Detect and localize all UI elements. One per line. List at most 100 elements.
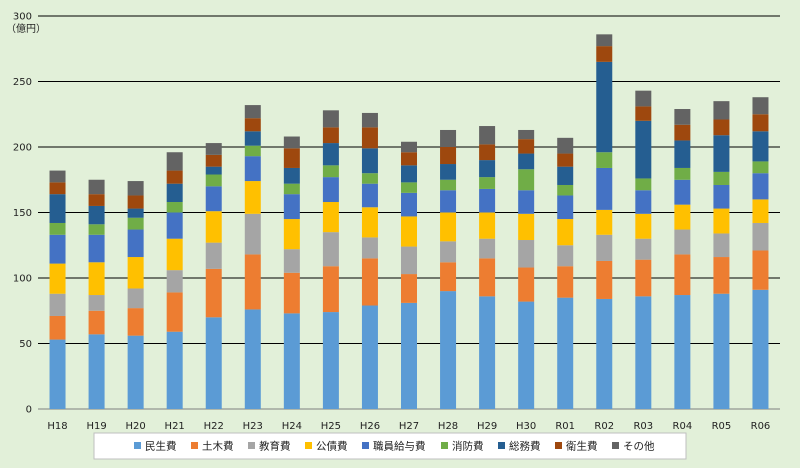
- bar-segment-H29-2: [479, 238, 496, 259]
- bar-segment-H20-5: [127, 217, 144, 230]
- x-tick-label: R03: [633, 421, 653, 432]
- bar-segment-H29-4: [479, 188, 496, 213]
- bar-segment-H19-5: [88, 224, 105, 235]
- bar-segment-H24-8: [283, 136, 300, 149]
- bar-segment-H22-5: [205, 174, 222, 187]
- bar-segment-H26-3: [361, 207, 378, 238]
- bar-segment-R05-2: [713, 233, 730, 258]
- x-tick-label: R04: [673, 421, 693, 432]
- legend-label: 衛生費: [566, 440, 598, 453]
- legend-swatch: [441, 442, 448, 449]
- bar-segment-H27-6: [401, 165, 417, 183]
- bar-segment-R04-3: [674, 204, 691, 230]
- x-tick-label: H21: [165, 421, 185, 432]
- x-tick-label: R06: [751, 421, 771, 432]
- bar-segment-H24-4: [283, 194, 300, 220]
- bar-segment-H30-6: [518, 153, 535, 170]
- bar-segment-H25-5: [322, 165, 339, 178]
- bar-segment-H22-2: [205, 242, 222, 269]
- bar-segment-R02-3: [596, 209, 613, 235]
- bar-segment-R01-0: [557, 297, 574, 409]
- bar-segment-H20-4: [127, 229, 144, 258]
- bar-segment-R01-8: [557, 137, 574, 154]
- bar-segment-H22-8: [205, 143, 222, 155]
- x-tick-label: H26: [360, 421, 380, 432]
- bar-segment-H21-1: [166, 292, 183, 332]
- bar-segment-R06-1: [752, 250, 769, 290]
- bar-segment-H23-3: [244, 181, 261, 214]
- legend-label: 土木費: [202, 440, 234, 453]
- bar-segment-R02-0: [596, 298, 613, 409]
- bar-segment-H25-2: [322, 232, 339, 267]
- bar-segment-R04-7: [674, 124, 691, 141]
- bar-segment-H19-4: [88, 234, 105, 263]
- x-tick-label: R02: [594, 421, 614, 432]
- bar-segment-H20-7: [127, 195, 144, 209]
- x-tick-label: H19: [86, 421, 106, 432]
- bar-segment-R04-2: [674, 229, 691, 255]
- legend-swatch: [248, 442, 255, 449]
- legend-swatch: [191, 442, 198, 449]
- x-tick-label: H29: [477, 421, 497, 432]
- bar-segment-H25-6: [322, 143, 339, 166]
- y-tick-label: 200: [13, 143, 32, 154]
- bar-segment-H24-1: [283, 272, 300, 314]
- bar-segment-H18-5: [49, 222, 66, 235]
- bar-segment-R04-5: [674, 167, 691, 180]
- bar-segment-R03-7: [635, 106, 652, 121]
- bar-segment-R04-1: [674, 254, 691, 296]
- bar-segment-H23-2: [244, 213, 261, 255]
- bar-segment-H30-4: [518, 190, 535, 214]
- bar-segment-H19-7: [88, 194, 105, 206]
- bar-segment-H22-6: [205, 166, 222, 175]
- bar-segment-H18-7: [49, 182, 66, 195]
- bar-segment-H19-0: [88, 334, 105, 409]
- bar-segment-H18-1: [49, 315, 66, 340]
- bar-segment-H23-8: [244, 105, 261, 119]
- bar-segment-R06-4: [752, 173, 769, 200]
- y-tick-label: 0: [26, 405, 32, 416]
- legend-label: 消防費: [452, 440, 484, 453]
- bar-segment-H21-2: [166, 270, 183, 293]
- bar-segment-R03-2: [635, 238, 652, 260]
- bar-segment-H18-2: [49, 293, 66, 316]
- x-tick-label: H22: [204, 421, 224, 432]
- legend-label: 公債費: [316, 440, 348, 453]
- bar-segment-H30-5: [518, 169, 535, 191]
- bar-segment-R01-5: [557, 184, 574, 196]
- bar-segment-R02-2: [596, 234, 613, 261]
- bar-segment-R02-1: [596, 260, 613, 299]
- y-tick-label: 150: [13, 208, 32, 219]
- bar-segment-H24-7: [283, 148, 300, 168]
- bar-segment-H19-2: [88, 295, 105, 311]
- legend-label: 総務費: [509, 440, 541, 453]
- bar-segment-H30-1: [518, 267, 535, 302]
- bar-segment-R04-8: [674, 109, 691, 125]
- legend-label: 民生費: [145, 440, 177, 453]
- bar-segment-R04-0: [674, 295, 691, 409]
- bar-segment-R06-6: [752, 131, 769, 162]
- bar-segment-R03-0: [635, 296, 652, 409]
- bar-segment-H30-2: [518, 240, 535, 268]
- bar-segment-H26-5: [361, 173, 378, 184]
- bar-segment-H19-6: [88, 205, 105, 225]
- bar-segment-H28-2: [440, 241, 457, 263]
- bar-segment-R03-8: [635, 90, 652, 107]
- bar-segment-H21-7: [166, 170, 183, 184]
- legend-swatch: [498, 442, 505, 449]
- bar-segment-H25-3: [322, 202, 339, 233]
- bar-segment-H22-4: [205, 186, 222, 212]
- bar-segment-H18-3: [49, 263, 66, 294]
- bar-segment-H23-5: [244, 145, 261, 157]
- x-tick-label: R01: [555, 421, 575, 432]
- bar-segment-H22-0: [205, 317, 222, 409]
- bar-segment-R06-3: [752, 199, 769, 223]
- bar-segment-R03-5: [635, 178, 652, 191]
- bar-segment-H23-6: [244, 131, 261, 146]
- bar-segment-H25-0: [322, 312, 339, 409]
- bar-segment-H24-5: [283, 183, 300, 195]
- bar-segment-H20-6: [127, 208, 144, 218]
- x-tick-label: H23: [243, 421, 263, 432]
